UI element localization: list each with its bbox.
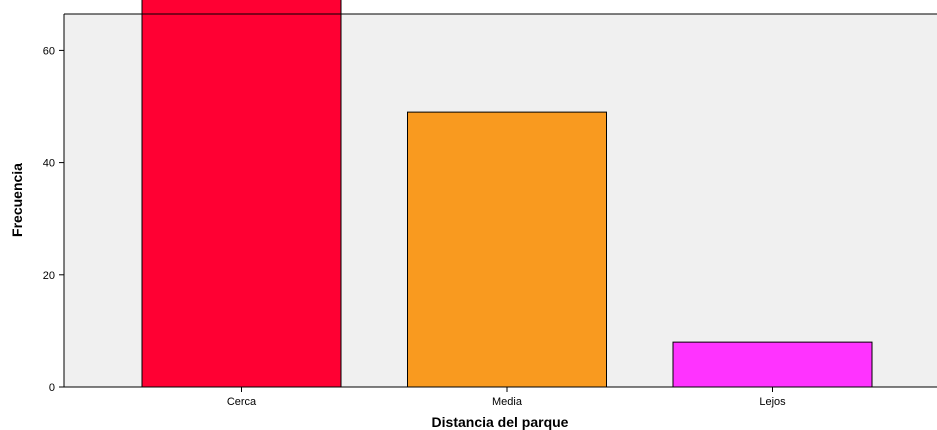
x-axis-title: Distancia del parque [432, 414, 569, 430]
bar-media [407, 111, 607, 388]
bar-lejos [672, 341, 873, 388]
y-tick-label: 40 [43, 158, 55, 170]
bars [141, 0, 873, 388]
y-tick-label: 60 [43, 45, 55, 57]
y-axis: 020406080100120 [43, 14, 65, 394]
x-tick-label: Lejos [759, 396, 786, 408]
y-tick-label: 0 [49, 382, 55, 394]
bar-cerca [141, 0, 342, 388]
y-axis-title: Frecuencia [9, 163, 25, 237]
x-tick-label: Cerca [227, 396, 257, 408]
x-tick-label: Media [492, 396, 523, 408]
y-tick-label: 20 [43, 270, 55, 282]
x-axis: Cerca Media Lejos [64, 13, 937, 408]
